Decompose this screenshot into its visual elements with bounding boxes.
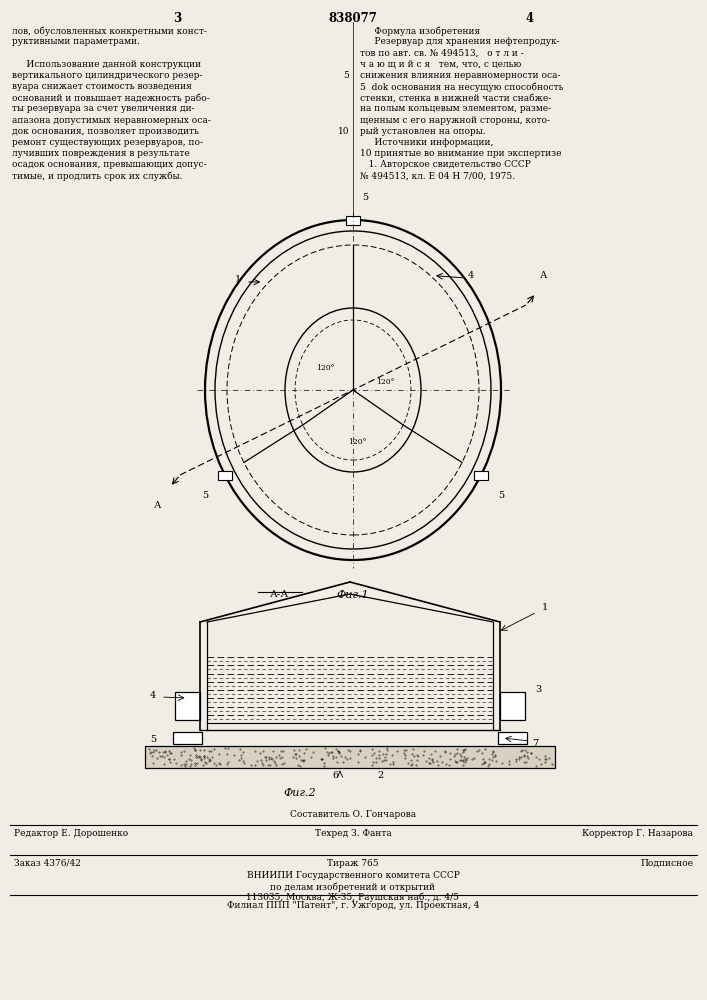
Text: 113035, Москва, Ж-35, Раушская наб., д. 4/5: 113035, Москва, Ж-35, Раушская наб., д. … bbox=[247, 893, 460, 902]
Text: Источники информации,: Источники информации, bbox=[360, 138, 493, 147]
Text: 5: 5 bbox=[343, 71, 349, 80]
Text: Корректор Г. Назарова: Корректор Г. Назарова bbox=[582, 829, 693, 838]
Text: 1: 1 bbox=[235, 275, 241, 284]
Text: док основания, позволяет производить: док основания, позволяет производить bbox=[12, 127, 199, 136]
Text: Формула изобретения: Формула изобретения bbox=[360, 26, 480, 35]
Text: 1: 1 bbox=[542, 602, 548, 611]
Text: Филиал ППП "Патент", г. Ужгород, ул. Проектная, 4: Филиал ППП "Патент", г. Ужгород, ул. Про… bbox=[227, 901, 479, 910]
Text: 6: 6 bbox=[332, 772, 338, 780]
Text: лов, обусловленных конкретными конст-: лов, обусловленных конкретными конст- bbox=[12, 26, 207, 35]
Text: щенным с его наружной стороны, кото-: щенным с его наружной стороны, кото- bbox=[360, 116, 550, 125]
Bar bbox=[500, 692, 525, 720]
Text: Редактор Е. Дорошенко: Редактор Е. Дорошенко bbox=[14, 829, 128, 838]
Text: 7: 7 bbox=[532, 738, 538, 748]
Bar bbox=[175, 692, 200, 720]
Text: 1. Авторское свидетельство СССР: 1. Авторское свидетельство СССР bbox=[360, 160, 531, 169]
Text: 5: 5 bbox=[498, 491, 504, 500]
Text: 120°: 120° bbox=[348, 438, 366, 446]
Bar bbox=[474, 471, 488, 480]
Text: 10 принятые во внимание при экспертизе: 10 принятые во внимание при экспертизе bbox=[360, 149, 561, 158]
Text: рый установлен на опоры.: рый установлен на опоры. bbox=[360, 127, 486, 136]
Text: 120°: 120° bbox=[316, 364, 334, 372]
Text: 3: 3 bbox=[535, 686, 541, 694]
Text: 4: 4 bbox=[526, 12, 534, 25]
Bar bbox=[218, 471, 232, 480]
Text: апазона допустимых неравномерных оса-: апазона допустимых неравномерных оса- bbox=[12, 116, 211, 125]
Text: осадок основания, превышающих допус-: осадок основания, превышающих допус- bbox=[12, 160, 206, 169]
Bar bbox=[346, 216, 360, 225]
Text: руктивными параметрами.: руктивными параметрами. bbox=[12, 37, 140, 46]
Text: оснований и повышает надежность рабо-: оснований и повышает надежность рабо- bbox=[12, 93, 210, 103]
Text: Резервуар для хранения нефтепродук-: Резервуар для хранения нефтепродук- bbox=[360, 37, 559, 46]
Text: Заказ 4376/42: Заказ 4376/42 bbox=[14, 859, 81, 868]
Text: 5  dok основания на несущую способность: 5 dok основания на несущую способность bbox=[360, 82, 563, 92]
Text: А: А bbox=[154, 500, 162, 510]
Text: ремонт существующих резервуаров, по-: ремонт существующих резервуаров, по- bbox=[12, 138, 203, 147]
Text: 2: 2 bbox=[377, 772, 383, 780]
Text: снижения влияния неравномерности оса-: снижения влияния неравномерности оса- bbox=[360, 71, 561, 80]
Bar bbox=[498, 732, 527, 744]
Text: 4: 4 bbox=[150, 692, 156, 700]
Text: по делам изобретений и открытий: по делам изобретений и открытий bbox=[271, 882, 436, 892]
Text: А: А bbox=[540, 270, 548, 279]
Text: 838077: 838077 bbox=[329, 12, 378, 25]
Text: Фиг.1: Фиг.1 bbox=[337, 590, 369, 600]
Text: вуара снижает стоимость возведения: вуара снижает стоимость возведения bbox=[12, 82, 192, 91]
Text: ч а ю щ и й с я   тем, что, с целью: ч а ю щ и й с я тем, что, с целью bbox=[360, 60, 521, 69]
Bar bbox=[173, 732, 202, 744]
Bar bbox=[145, 746, 555, 768]
Text: ВНИИПИ Государственного комитета СССР: ВНИИПИ Государственного комитета СССР bbox=[247, 871, 460, 880]
Text: 10: 10 bbox=[337, 127, 349, 136]
Text: лучивших повреждения в результате: лучивших повреждения в результате bbox=[12, 149, 189, 158]
Text: на полым кольцевым элементом, разме-: на полым кольцевым элементом, разме- bbox=[360, 104, 551, 113]
Text: ты резервуара за счет увеличения ди-: ты резервуара за счет увеличения ди- bbox=[12, 104, 194, 113]
Text: 5: 5 bbox=[201, 490, 208, 499]
Text: 5: 5 bbox=[150, 736, 156, 744]
Text: Подписное: Подписное bbox=[640, 859, 693, 868]
Text: Составитель О. Гончарова: Составитель О. Гончарова bbox=[290, 810, 416, 819]
Text: № 494513, кл. Е 04 Н 7/00, 1975.: № 494513, кл. Е 04 Н 7/00, 1975. bbox=[360, 172, 515, 181]
Text: тов по авт. св. № 494513,   о т л и -: тов по авт. св. № 494513, о т л и - bbox=[360, 48, 524, 57]
Text: вертикального цилиндрического резер-: вертикального цилиндрического резер- bbox=[12, 71, 202, 80]
Text: Фиг.2: Фиг.2 bbox=[284, 788, 316, 798]
Text: тимые, и продлить срок их службы.: тимые, и продлить срок их службы. bbox=[12, 172, 182, 181]
Text: Техред З. Фанта: Техред З. Фанта bbox=[315, 829, 392, 838]
Text: стенки, стенка в нижней части снабже-: стенки, стенка в нижней части снабже- bbox=[360, 93, 551, 102]
Text: Тираж 765: Тираж 765 bbox=[327, 859, 379, 868]
Text: А-А: А-А bbox=[270, 590, 290, 599]
Text: 5: 5 bbox=[362, 194, 368, 202]
Text: 120°: 120° bbox=[375, 378, 395, 386]
Text: Использование данной конструкции: Использование данной конструкции bbox=[12, 60, 201, 69]
Text: 3: 3 bbox=[173, 12, 181, 25]
Text: 4: 4 bbox=[468, 270, 474, 279]
